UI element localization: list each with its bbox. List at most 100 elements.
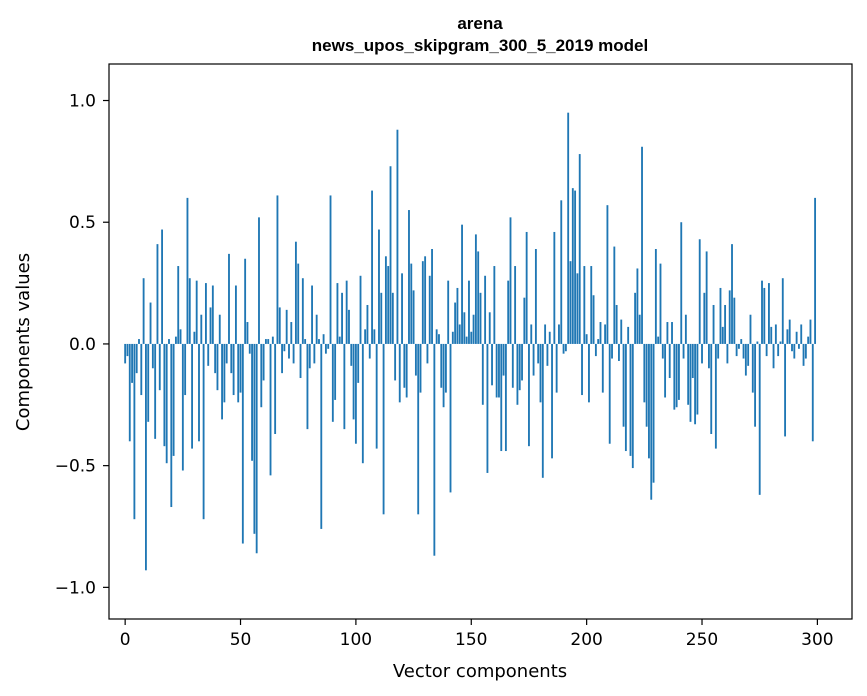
bar-137 xyxy=(440,343,443,388)
bar-163 xyxy=(500,343,503,452)
bar-3 xyxy=(131,343,133,383)
bar-82 xyxy=(313,343,316,364)
bar-199 xyxy=(583,266,586,344)
bar-157 xyxy=(486,343,489,473)
bar-114 xyxy=(387,266,390,344)
bar-110 xyxy=(378,229,380,344)
bar-29 xyxy=(191,343,193,449)
bar-281 xyxy=(772,343,775,369)
bar-19 xyxy=(168,339,170,344)
bar-76 xyxy=(299,343,302,379)
bar-89 xyxy=(329,195,332,344)
bar-156 xyxy=(484,275,487,344)
bar-84 xyxy=(318,339,320,344)
bar-218 xyxy=(627,326,630,344)
bar-51 xyxy=(241,343,244,544)
bar-88 xyxy=(327,343,330,349)
bar-271 xyxy=(749,314,752,344)
bar-235 xyxy=(666,322,669,344)
bar-204 xyxy=(594,343,597,357)
bar-187 xyxy=(555,343,558,393)
bar-85 xyxy=(320,343,323,529)
bar-47 xyxy=(232,343,235,396)
bar-54 xyxy=(248,343,251,354)
bar-227 xyxy=(648,343,650,459)
bar-277 xyxy=(763,287,766,344)
bar-67 xyxy=(278,307,281,344)
bar-250 xyxy=(701,343,703,364)
x-axis-label: Vector components xyxy=(393,661,567,682)
bar-285 xyxy=(781,278,784,344)
bar-136 xyxy=(438,334,440,344)
bar-229 xyxy=(652,343,655,483)
bar-298 xyxy=(811,343,814,442)
bar-291 xyxy=(795,331,798,344)
bar-241 xyxy=(680,222,683,344)
bar-150 xyxy=(470,331,473,344)
bar-268 xyxy=(742,343,745,359)
bar-274 xyxy=(756,341,759,344)
bar-24 xyxy=(179,329,182,344)
bar-56 xyxy=(253,343,256,534)
bar-273 xyxy=(754,343,757,427)
bar-62 xyxy=(267,339,270,344)
bar-209 xyxy=(606,205,609,344)
y-tick-label: −0.5 xyxy=(55,457,96,477)
bar-18 xyxy=(165,343,168,464)
bar-48 xyxy=(234,285,237,344)
bar-240 xyxy=(678,343,680,400)
bar-116 xyxy=(391,292,394,344)
bar-160 xyxy=(493,266,496,344)
bar-37 xyxy=(209,307,212,344)
bar-283 xyxy=(777,343,780,357)
bar-149 xyxy=(468,280,470,344)
bar-152 xyxy=(474,234,477,344)
bar-256 xyxy=(714,343,717,449)
bar-174 xyxy=(525,231,528,344)
bar-169 xyxy=(514,266,517,344)
bar-60 xyxy=(262,343,265,381)
bar-73 xyxy=(292,343,295,364)
plot-frame xyxy=(108,63,853,620)
bar-246 xyxy=(691,343,694,379)
bar-10 xyxy=(147,343,150,422)
bar-102 xyxy=(359,275,362,344)
bar-44 xyxy=(225,343,228,364)
bar-46 xyxy=(230,343,233,374)
bar-151 xyxy=(472,314,475,344)
bar-275 xyxy=(758,343,761,495)
bar-91 xyxy=(334,343,337,400)
bar-90 xyxy=(331,343,334,422)
bar-215 xyxy=(620,319,623,344)
bar-280 xyxy=(770,326,773,344)
bar-39 xyxy=(214,343,217,374)
bar-30 xyxy=(193,331,196,344)
bar-20 xyxy=(170,343,173,508)
y-tick-label: 0.0 xyxy=(69,335,96,355)
bar-140 xyxy=(447,280,450,344)
bar-231 xyxy=(657,336,660,344)
bar-269 xyxy=(744,343,747,376)
bar-5 xyxy=(135,343,138,374)
bar-272 xyxy=(751,343,754,393)
bar-279 xyxy=(768,283,770,344)
bar-133 xyxy=(431,249,433,344)
bar-234 xyxy=(664,343,667,398)
bar-125 xyxy=(412,290,415,344)
bar-284 xyxy=(779,341,782,344)
y-axis-label: Components values xyxy=(13,253,34,431)
bar-278 xyxy=(765,343,768,357)
bar-259 xyxy=(721,326,724,344)
bar-126 xyxy=(414,343,417,376)
bar-228 xyxy=(650,343,653,500)
bar-138 xyxy=(442,343,445,408)
bar-26 xyxy=(184,343,187,396)
bar-100 xyxy=(354,343,357,444)
bar-217 xyxy=(624,343,627,452)
bar-0 xyxy=(124,343,127,364)
bar-185 xyxy=(551,343,553,459)
bar-191 xyxy=(564,343,567,352)
bar-132 xyxy=(428,275,431,344)
bar-15 xyxy=(158,343,161,391)
